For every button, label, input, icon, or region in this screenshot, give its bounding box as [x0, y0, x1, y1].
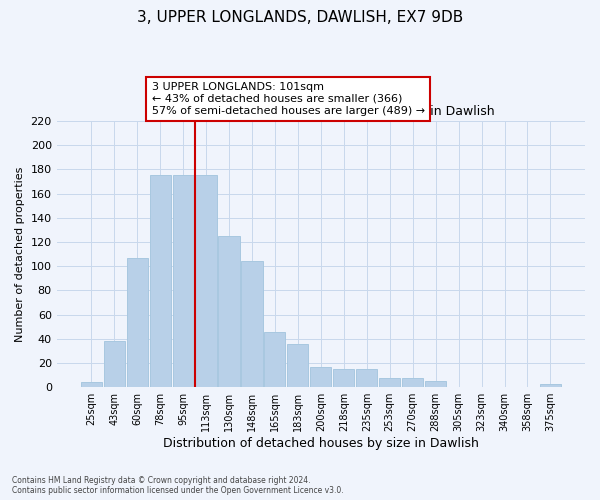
Bar: [310, 366, 331, 387]
Bar: [241, 262, 263, 387]
Bar: [287, 344, 308, 387]
Bar: [149, 176, 170, 387]
Bar: [333, 369, 355, 387]
Bar: [218, 236, 239, 387]
Title: Size of property relative to detached houses in Dawlish: Size of property relative to detached ho…: [148, 106, 494, 118]
Bar: [104, 341, 125, 387]
Bar: [402, 378, 423, 387]
Text: 3 UPPER LONGLANDS: 101sqm
← 43% of detached houses are smaller (366)
57% of semi: 3 UPPER LONGLANDS: 101sqm ← 43% of detac…: [152, 82, 425, 116]
Bar: [265, 332, 286, 387]
Bar: [425, 381, 446, 387]
Text: 3, UPPER LONGLANDS, DAWLISH, EX7 9DB: 3, UPPER LONGLANDS, DAWLISH, EX7 9DB: [137, 10, 463, 25]
Y-axis label: Number of detached properties: Number of detached properties: [15, 166, 25, 342]
Bar: [356, 369, 377, 387]
X-axis label: Distribution of detached houses by size in Dawlish: Distribution of detached houses by size …: [163, 437, 479, 450]
Bar: [379, 378, 400, 387]
Bar: [127, 258, 148, 387]
Bar: [540, 384, 561, 387]
Text: Contains HM Land Registry data © Crown copyright and database right 2024.
Contai: Contains HM Land Registry data © Crown c…: [12, 476, 344, 495]
Bar: [173, 176, 194, 387]
Bar: [196, 176, 217, 387]
Bar: [80, 382, 102, 387]
